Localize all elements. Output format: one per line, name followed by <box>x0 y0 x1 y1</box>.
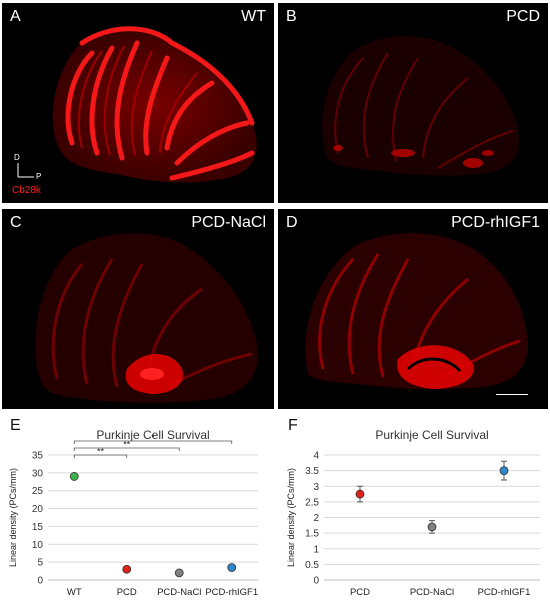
stain-label: Cb28k <box>12 185 41 196</box>
x-tick-label: PCD-rhIGF1 <box>205 587 258 598</box>
panel-letter: C <box>10 214 22 231</box>
micrograph-panel-pcd-nacl: C PCD-NaCl <box>2 209 274 409</box>
y-tick-label: 0 <box>37 576 43 587</box>
x-tick-label: PCD-rhIGF1 <box>478 587 531 598</box>
panel-letter: A <box>10 8 21 25</box>
data-point <box>174 568 184 578</box>
dorsal-label: D <box>14 153 20 162</box>
y-tick-label: 25 <box>32 486 44 497</box>
chart-title: Purkinje Cell Survival <box>96 428 209 442</box>
panel-title: PCD-NaCl <box>191 214 266 231</box>
panel-letter: D <box>286 214 298 231</box>
y-tick-label: 2 <box>313 513 319 524</box>
y-tick-label: 1 <box>313 544 319 555</box>
y-tick-label: 4 <box>313 451 319 462</box>
cerebellum-image-pcd-rhigf1 <box>305 233 528 390</box>
y-tick-label: 3.5 <box>305 466 319 477</box>
data-point <box>499 466 509 476</box>
significance-label: * <box>151 433 155 443</box>
y-tick-label: 0.5 <box>305 560 319 571</box>
y-tick-label: 3 <box>313 482 319 493</box>
chart-e: E Purkinje Cell Survival Linear density (… <box>0 413 275 602</box>
x-tick-label: PCD-NaCl <box>410 587 454 598</box>
y-tick-label: 35 <box>32 451 44 462</box>
y-tick-label: 1.5 <box>305 529 319 540</box>
y-tick-label: 20 <box>32 504 44 515</box>
data-point <box>355 489 365 499</box>
y-tick-label: 10 <box>32 540 44 551</box>
y-tick-label: 5 <box>37 558 43 569</box>
significance-bracket <box>73 447 180 451</box>
data-point <box>227 563 237 572</box>
orientation-arrows <box>17 163 34 178</box>
chart-f: F Purkinje Cell Survival Linear density (… <box>280 413 550 602</box>
y-tick-label: 15 <box>32 522 44 533</box>
significance-bracket <box>73 440 233 444</box>
chart-e-plot: Purkinje Cell Survival Linear density (PC… <box>8 428 258 598</box>
panel-title: PCD-rhIGF1 <box>451 214 540 231</box>
y-tick-label: 2.5 <box>305 497 319 508</box>
x-tick-label: WT <box>67 587 82 598</box>
y-tick-label: 30 <box>32 468 44 479</box>
chart-f-plot: Purkinje Cell Survival Linear density (PC… <box>286 428 540 598</box>
data-point <box>69 472 79 481</box>
significance-label: ** <box>97 447 105 457</box>
micrograph-panel-pcd: B PCD <box>278 3 548 203</box>
panel-title: WT <box>241 8 266 25</box>
panel-title: PCD <box>506 8 540 25</box>
data-point <box>427 522 437 532</box>
micrograph-panel-pcd-rhigf1: D PCD-rhIGF1 <box>278 209 548 409</box>
significance-bracket <box>73 454 128 458</box>
significance-label: ** <box>123 440 131 450</box>
chart-letter: F <box>288 417 298 434</box>
y-tick-label: 0 <box>313 576 319 587</box>
data-point <box>122 564 132 574</box>
cerebellum-image-wt <box>52 26 257 183</box>
x-tick-label: PCD <box>350 587 370 598</box>
panel-letter: B <box>286 8 297 25</box>
chart-letter: E <box>10 417 21 434</box>
y-axis-label: Linear density (PCs/mm) <box>8 468 18 567</box>
x-tick-label: PCD <box>117 587 137 598</box>
cerebellum-image-pcd <box>322 35 520 176</box>
micrograph-panel-wt: A WT D P Cb28k <box>2 3 274 203</box>
orientation-indicator: D P Cb28k <box>10 153 70 198</box>
chart-title: Purkinje Cell Survival <box>375 428 488 442</box>
x-tick-label: PCD-NaCl <box>157 587 201 598</box>
y-axis-label: Linear density (PCs/mm) <box>286 468 296 567</box>
scale-bar <box>496 394 528 395</box>
posterior-label: P <box>36 172 42 181</box>
cerebellum-image-pcd-nacl <box>35 233 258 403</box>
